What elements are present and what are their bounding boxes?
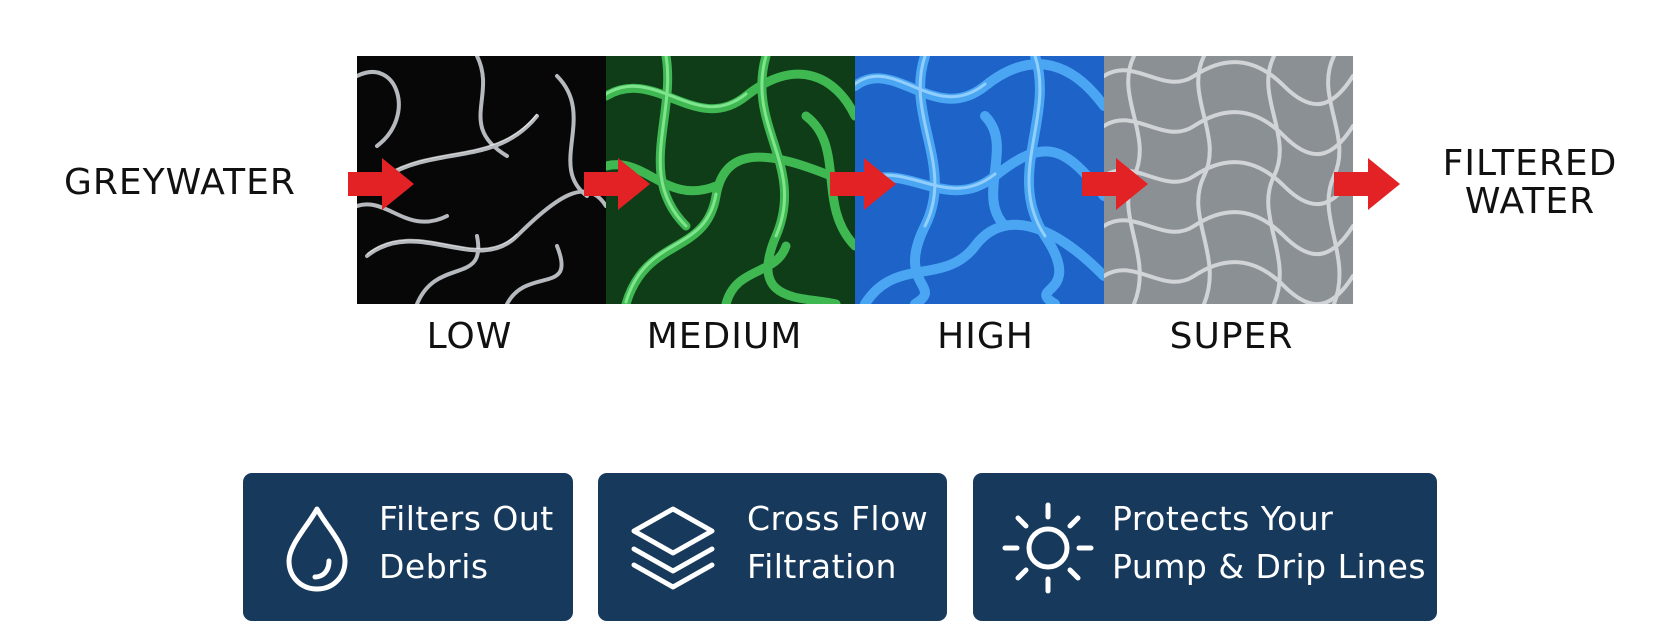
filter-media-high: [855, 56, 1104, 304]
feature-line2: Pump & Drip Lines: [1112, 547, 1427, 586]
media-texture-medium: [606, 56, 855, 304]
feature-text-protects: Protects Your Pump & Drip Lines: [1112, 495, 1426, 591]
stage-label-high: HIGH: [937, 316, 1034, 357]
filter-media-super: [1104, 56, 1353, 304]
feature-line2: Debris: [379, 547, 489, 586]
media-texture-super: [1104, 56, 1353, 304]
output-label-line1: FILTERED: [1442, 143, 1618, 184]
stage-label-super: SUPER: [1169, 316, 1294, 357]
output-label-line2: WATER: [1464, 180, 1596, 222]
water-drop-icon: [286, 506, 348, 592]
stage-label-medium: MEDIUM: [646, 316, 803, 357]
media-texture-high: [855, 56, 1104, 304]
feature-card-crossflow: Cross Flow Filtration: [598, 473, 947, 621]
filter-media-medium: [606, 56, 855, 304]
feature-line1: Cross Flow: [747, 499, 929, 538]
output-label: FILTERED WATER: [1440, 145, 1620, 221]
feature-card-protects: Protects Your Pump & Drip Lines: [973, 473, 1437, 621]
flow-arrow-icon: [830, 158, 896, 210]
layers-icon: [631, 506, 715, 590]
feature-text-crossflow: Cross Flow Filtration: [747, 495, 928, 591]
feature-line2: Filtration: [747, 547, 897, 586]
feature-card-filters: Filters Out Debris: [243, 473, 573, 621]
flow-arrow-icon: [1334, 158, 1400, 210]
feature-line1: Filters Out: [379, 499, 554, 538]
feature-line1: Protects Your: [1112, 499, 1334, 538]
feature-text-filters: Filters Out Debris: [379, 495, 554, 591]
flow-arrow-icon: [348, 158, 414, 210]
flow-arrow-icon: [584, 158, 650, 210]
stage-label-low: LOW: [426, 316, 513, 357]
sun-icon: [1002, 502, 1094, 594]
input-label: GREYWATER: [64, 162, 296, 203]
flow-arrow-icon: [1082, 158, 1148, 210]
